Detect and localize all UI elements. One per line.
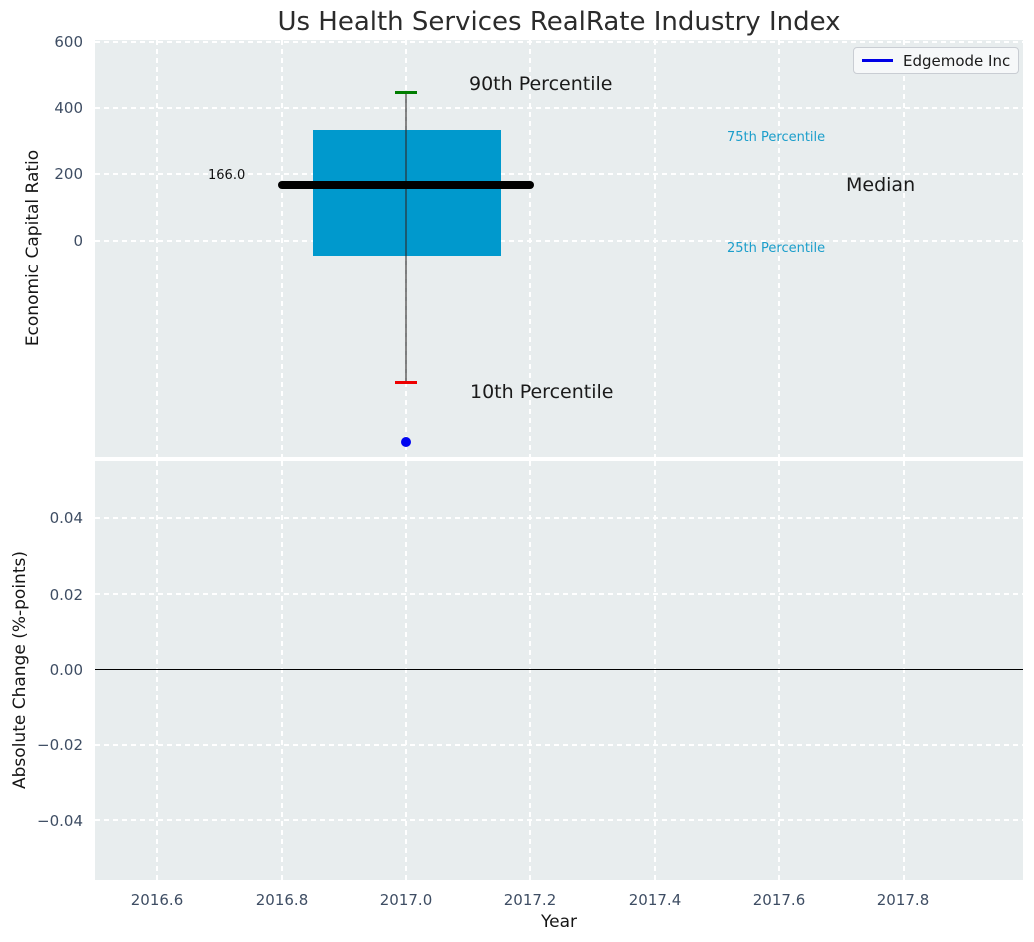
- gridline-v: [654, 461, 656, 880]
- xtick-2016.6: 2016.6: [130, 891, 184, 909]
- gridline-h: [95, 593, 1023, 595]
- gridline-v: [529, 40, 531, 457]
- xtick-2017.8: 2017.8: [876, 891, 930, 909]
- legend-label: Edgemode Inc: [903, 51, 1011, 70]
- gridline-v: [654, 40, 656, 457]
- xtick-2017.2: 2017.2: [503, 891, 557, 909]
- p75-label: 75th Percentile: [727, 130, 826, 145]
- gridline-v: [281, 40, 283, 457]
- gridline-v: [405, 461, 407, 880]
- legend: Edgemode Inc: [853, 47, 1019, 74]
- p10-label: 10th Percentile: [470, 381, 614, 403]
- ytick-0: 0: [73, 232, 83, 250]
- p10-cap: [395, 381, 417, 385]
- edgemode-data-point: [401, 437, 411, 447]
- bottom-y-axis-label: Absolute Change (%-points): [10, 551, 30, 789]
- xtick-2017.6: 2017.6: [752, 891, 806, 909]
- ytick-0.00: 0.00: [49, 661, 83, 679]
- gridline-v: [778, 461, 780, 880]
- x-axis-label: Year: [541, 912, 577, 932]
- top-y-axis-label: Economic Capital Ratio: [23, 149, 43, 347]
- p25-label: 25th Percentile: [727, 241, 826, 256]
- gridline-h: [95, 107, 1023, 109]
- median-line: [278, 181, 534, 189]
- ytick--0.04: −0.04: [37, 812, 83, 830]
- iqr-box: [313, 130, 501, 256]
- gridline-h: [95, 744, 1023, 746]
- xtick-2017.4: 2017.4: [628, 891, 682, 909]
- p90-label: 90th Percentile: [469, 73, 613, 95]
- chart-title: Us Health Services RealRate Industry Ind…: [277, 7, 841, 37]
- subplot-divider: [95, 457, 1023, 461]
- gridline-h: [95, 517, 1023, 519]
- ytick-200: 200: [54, 165, 83, 183]
- xtick-2016.8: 2016.8: [255, 891, 309, 909]
- ytick-0.04: 0.04: [49, 509, 83, 527]
- bottom-axes: [95, 461, 1023, 880]
- gridline-h: [95, 41, 1023, 43]
- xtick-2017.0: 2017.0: [379, 891, 433, 909]
- gridline-v: [156, 461, 158, 880]
- gridline-h: [95, 240, 1023, 242]
- gridline-v: [529, 461, 531, 880]
- gridline-v: [903, 40, 905, 457]
- legend-line-swatch: [862, 59, 893, 62]
- ytick--0.02: −0.02: [37, 736, 83, 754]
- top-axes: 166.0 90th Percentile 75th Percentile Me…: [95, 40, 1023, 457]
- gridline-h: [95, 819, 1023, 821]
- gridline-v: [903, 461, 905, 880]
- ytick-400: 400: [54, 99, 83, 117]
- median-label: Median: [846, 174, 916, 196]
- gridline-v: [156, 40, 158, 457]
- median-value-label: 166.0: [208, 168, 246, 183]
- ytick-0.02: 0.02: [49, 586, 83, 604]
- whisker-line: [405, 93, 407, 383]
- gridline-v: [778, 40, 780, 457]
- p90-cap: [395, 91, 417, 95]
- ytick-600: 600: [54, 33, 83, 51]
- gridline-h: [95, 173, 1023, 175]
- gridline-v: [281, 461, 283, 880]
- zero-baseline: [95, 668, 1023, 671]
